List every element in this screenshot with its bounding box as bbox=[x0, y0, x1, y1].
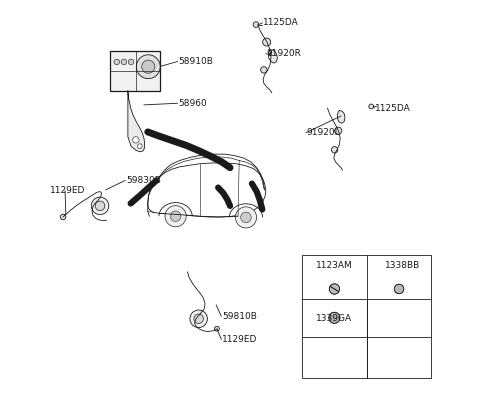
Circle shape bbox=[194, 314, 204, 324]
Circle shape bbox=[240, 212, 251, 223]
Polygon shape bbox=[269, 50, 277, 63]
Circle shape bbox=[394, 284, 404, 294]
Circle shape bbox=[235, 207, 256, 228]
Circle shape bbox=[91, 197, 109, 215]
Text: 58910B: 58910B bbox=[179, 57, 213, 66]
Circle shape bbox=[335, 127, 342, 134]
Polygon shape bbox=[128, 91, 144, 152]
Text: 59810B: 59810B bbox=[222, 312, 257, 321]
Text: 1125DA: 1125DA bbox=[375, 104, 411, 113]
Text: 1339GA: 1339GA bbox=[316, 314, 352, 323]
Circle shape bbox=[170, 211, 181, 221]
Text: 91920L: 91920L bbox=[307, 128, 340, 137]
Circle shape bbox=[137, 144, 142, 148]
Circle shape bbox=[142, 60, 155, 73]
Polygon shape bbox=[148, 163, 266, 217]
Circle shape bbox=[114, 59, 120, 65]
Text: 59830B: 59830B bbox=[126, 176, 161, 185]
Circle shape bbox=[369, 104, 373, 109]
Circle shape bbox=[329, 284, 340, 294]
Circle shape bbox=[263, 38, 271, 46]
Circle shape bbox=[329, 312, 340, 323]
Circle shape bbox=[132, 137, 139, 143]
Bar bbox=[109, 51, 160, 91]
Polygon shape bbox=[337, 111, 345, 123]
Circle shape bbox=[136, 55, 160, 79]
Text: 1129ED: 1129ED bbox=[222, 335, 257, 344]
Text: 1338BB: 1338BB bbox=[384, 261, 420, 270]
Circle shape bbox=[253, 22, 259, 28]
Circle shape bbox=[128, 59, 134, 65]
Bar bbox=[301, 255, 431, 378]
Circle shape bbox=[165, 205, 186, 227]
Circle shape bbox=[190, 310, 207, 328]
Text: 1129ED: 1129ED bbox=[50, 186, 85, 195]
Circle shape bbox=[121, 59, 127, 65]
Text: 58960: 58960 bbox=[179, 99, 207, 108]
Text: 1123AM: 1123AM bbox=[316, 261, 353, 270]
Circle shape bbox=[95, 201, 105, 211]
Text: 91920R: 91920R bbox=[266, 49, 301, 58]
Circle shape bbox=[215, 326, 219, 331]
Text: 1125DA: 1125DA bbox=[263, 18, 299, 28]
Circle shape bbox=[332, 146, 338, 153]
Circle shape bbox=[261, 67, 267, 73]
Circle shape bbox=[60, 214, 66, 220]
